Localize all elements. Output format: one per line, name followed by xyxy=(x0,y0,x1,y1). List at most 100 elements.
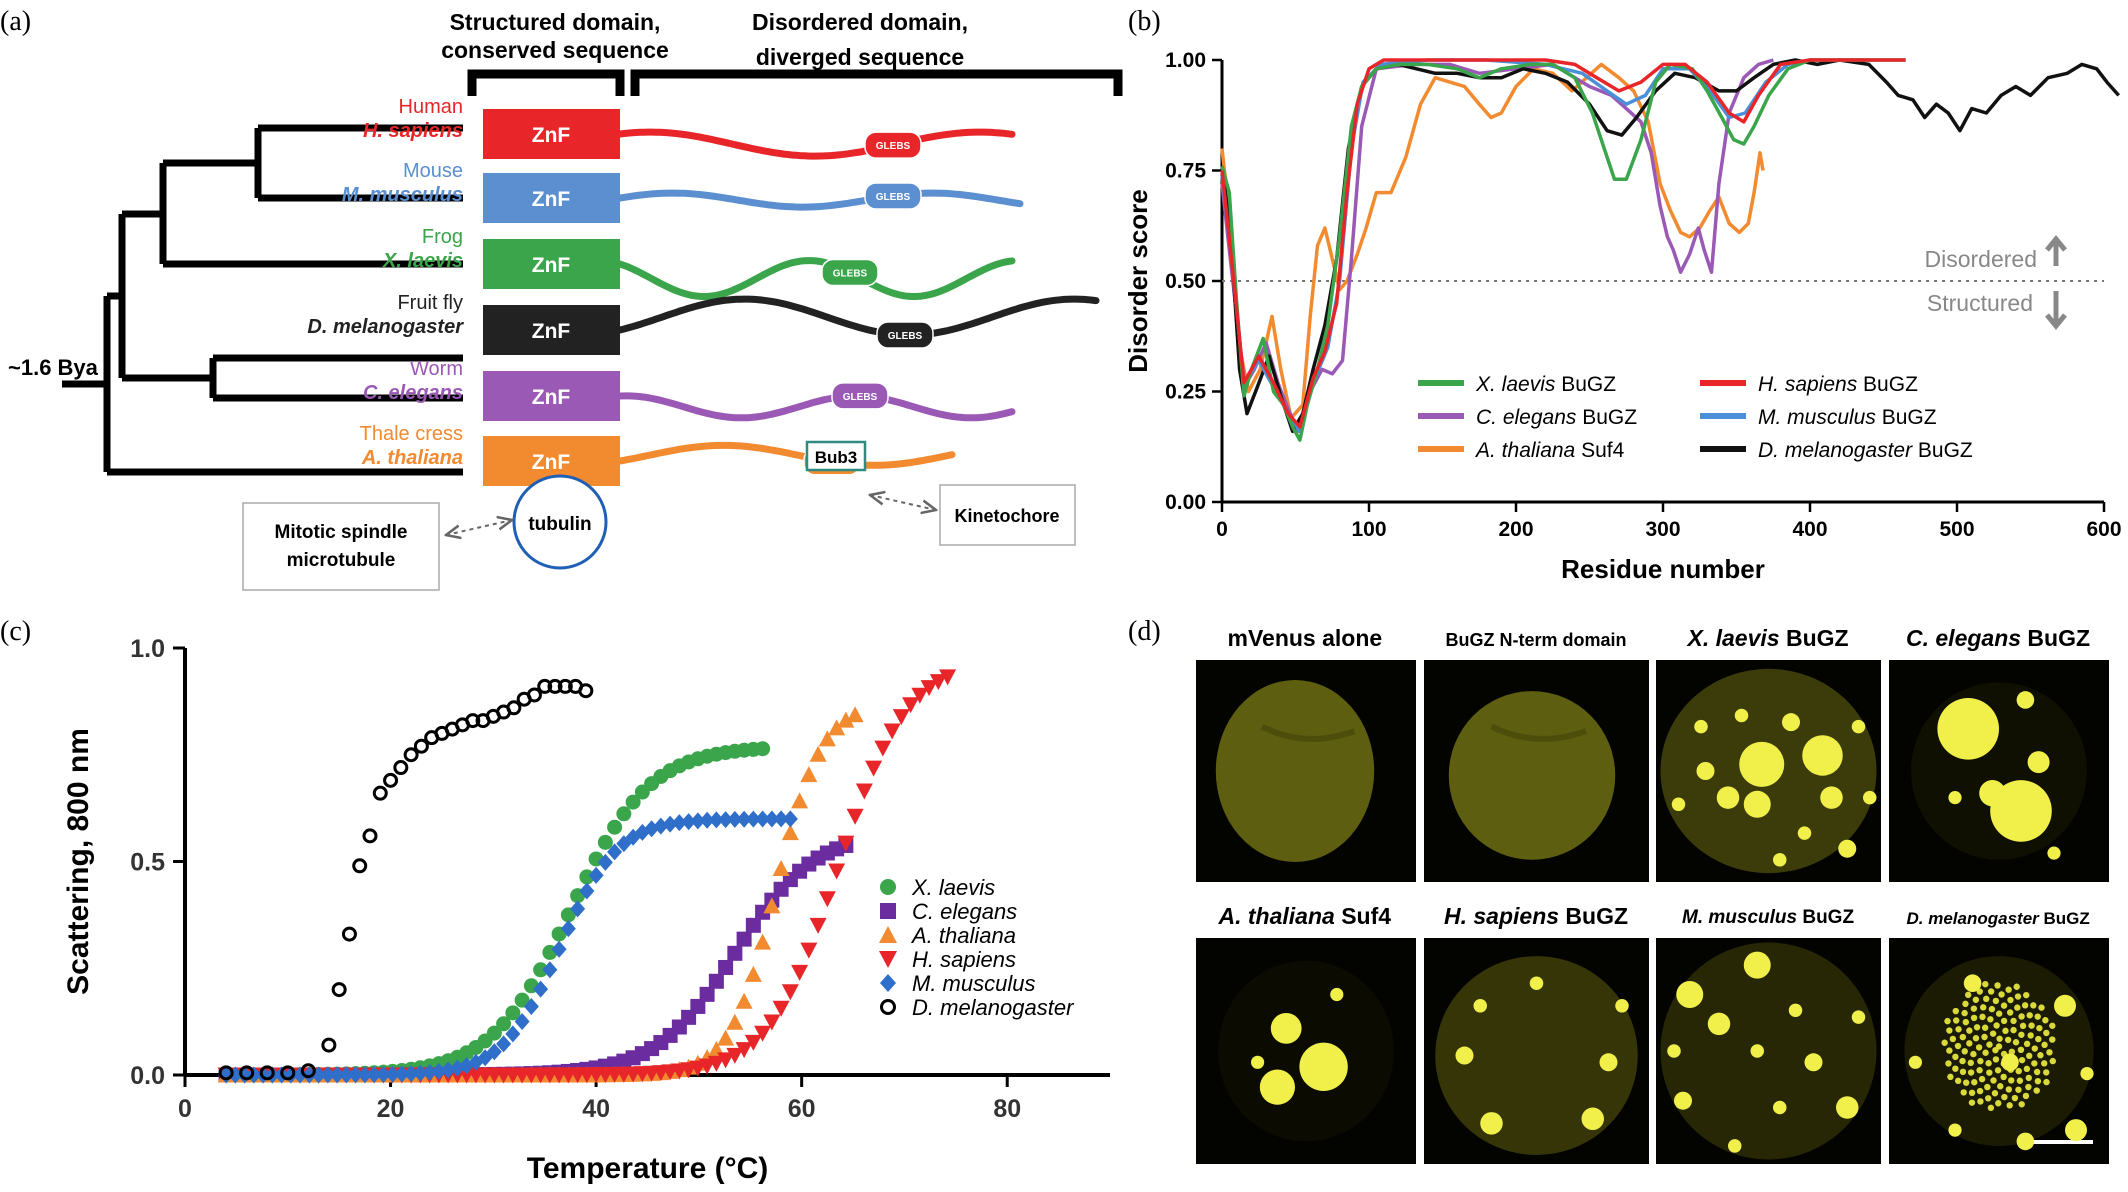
znf-label: ZnF xyxy=(532,124,571,147)
data-point xyxy=(607,819,623,835)
data-point xyxy=(755,810,771,828)
disordered-bracket xyxy=(630,69,1123,96)
data-point xyxy=(514,992,530,1008)
condensate-granule xyxy=(1985,1095,1992,1102)
condensate-granule xyxy=(1962,1018,1970,1026)
znf-domain-box xyxy=(483,109,620,159)
condensate-granule xyxy=(1953,1017,1960,1024)
data-point xyxy=(846,706,864,723)
disorder-axes: 0 100 200 300 400 500 600 0.00 0.25 0.50 0.75 1.00 R… xyxy=(1123,49,2122,584)
legend-italic: X. laevis xyxy=(1475,373,1556,396)
droplet xyxy=(2016,691,2035,709)
glebs-label: GLEBS xyxy=(876,141,911,152)
condensate-granule xyxy=(2008,1077,2015,1084)
x-tick-label: 200 xyxy=(1498,518,1533,541)
data-point xyxy=(879,951,897,968)
data-point xyxy=(588,866,604,884)
condensate-granule xyxy=(1977,1098,1984,1105)
legend-italic: H. sapiens xyxy=(1758,373,1858,396)
data-point xyxy=(403,747,419,763)
droplet xyxy=(1990,780,2052,842)
data-point xyxy=(560,920,576,938)
data-point xyxy=(422,1063,438,1081)
droplet xyxy=(1851,719,1866,734)
condensate-granule xyxy=(2010,1017,2017,1025)
condensate-granule xyxy=(2043,1069,2050,1076)
condensate-granule xyxy=(1978,1075,1986,1083)
data-point xyxy=(607,843,623,861)
data-point xyxy=(331,982,347,998)
condensate-granule xyxy=(2011,1094,2019,1102)
condensate-granule xyxy=(1952,1053,1959,1061)
data-point xyxy=(736,810,752,828)
condensate-granule xyxy=(1955,1026,1962,1033)
glebs-label: GLEBS xyxy=(876,192,911,203)
cell-body xyxy=(1215,679,1375,863)
condensate-granule xyxy=(2002,1027,2009,1035)
condensate-granule xyxy=(1996,1035,2003,1042)
condensate-granule xyxy=(1976,1087,1984,1095)
condensate-granule xyxy=(1976,1067,1983,1074)
panel-b-disorder-chart: 0 100 200 300 400 500 600 0.00 0.25 0.50 0.75 1.00 R… xyxy=(1123,49,2122,584)
data-point xyxy=(239,1065,255,1081)
kinetochore-box xyxy=(939,484,1076,546)
micro-image xyxy=(1424,938,1649,1164)
condensate-granule xyxy=(1977,1057,1984,1065)
condensate-granule xyxy=(2023,1065,2031,1073)
disordered-header-line1: Disordered domain, xyxy=(752,9,968,35)
data-point xyxy=(809,917,827,934)
data-point xyxy=(717,1052,735,1069)
znf-label: ZnF xyxy=(532,386,571,409)
condensate-granule xyxy=(1968,1099,1976,1106)
droplet xyxy=(1728,1139,1742,1153)
species-latin-name: C. elegans xyxy=(363,382,463,404)
panel-a-phylogeny: Structured domain, conserved sequence Di… xyxy=(8,9,1123,591)
disordered-tail xyxy=(616,295,1100,339)
y-tick-label: 0.00 xyxy=(1165,491,1206,514)
condensate-granule xyxy=(1959,1068,1967,1076)
condensate-granule xyxy=(2015,1086,2022,1093)
data-point xyxy=(383,772,399,788)
condensate-granule xyxy=(2005,986,2012,993)
data-point xyxy=(393,760,409,776)
condensate-granule xyxy=(2000,1073,2007,1081)
data-point xyxy=(292,1066,308,1084)
droplet xyxy=(1773,853,1787,867)
species-common-name: Frog xyxy=(422,226,463,248)
arrow-down-icon xyxy=(2045,291,2067,330)
condensate-granule xyxy=(1941,1039,1948,1046)
y-axis-label: Scattering, 800 nm xyxy=(62,728,95,995)
data-point xyxy=(394,1065,410,1083)
data-point xyxy=(809,745,827,762)
data-point xyxy=(929,674,947,691)
micro-canvas xyxy=(1911,682,2087,860)
data-point xyxy=(375,1065,391,1083)
data-point xyxy=(321,1037,337,1053)
condensate-granule xyxy=(2012,1039,2020,1046)
data-point xyxy=(616,806,632,822)
droplet xyxy=(1734,708,1749,723)
micro-canvas xyxy=(1435,956,1638,1155)
droplet xyxy=(1671,797,1686,812)
micro-image xyxy=(1889,660,2109,882)
data-point xyxy=(791,964,809,981)
condensate-granule xyxy=(1975,1044,1983,1051)
condensate-granule xyxy=(1967,1059,1974,1067)
condensate-granule xyxy=(1979,1013,1986,1021)
condensate-granule xyxy=(2001,1093,2008,1101)
condensate-granule xyxy=(1970,1005,1978,1012)
data-point xyxy=(551,940,567,958)
legend-rest: Suf4 xyxy=(1575,439,1624,462)
condensate-granule xyxy=(2041,1060,2048,1067)
condensate-granule xyxy=(1983,995,1990,1003)
glebs-motif xyxy=(876,321,934,349)
condensate-granule xyxy=(1960,1089,1967,1096)
panel-label-a: (a) xyxy=(0,6,31,37)
droplet xyxy=(1908,1055,1922,1069)
condensate-granule xyxy=(1980,1004,1987,1011)
condensate-granule xyxy=(1994,982,2001,989)
condensate-granule xyxy=(1961,1009,1968,1017)
condensate-granule xyxy=(1959,1033,1967,1041)
micro-label: H. sapiens BuGZ xyxy=(1444,903,1629,929)
